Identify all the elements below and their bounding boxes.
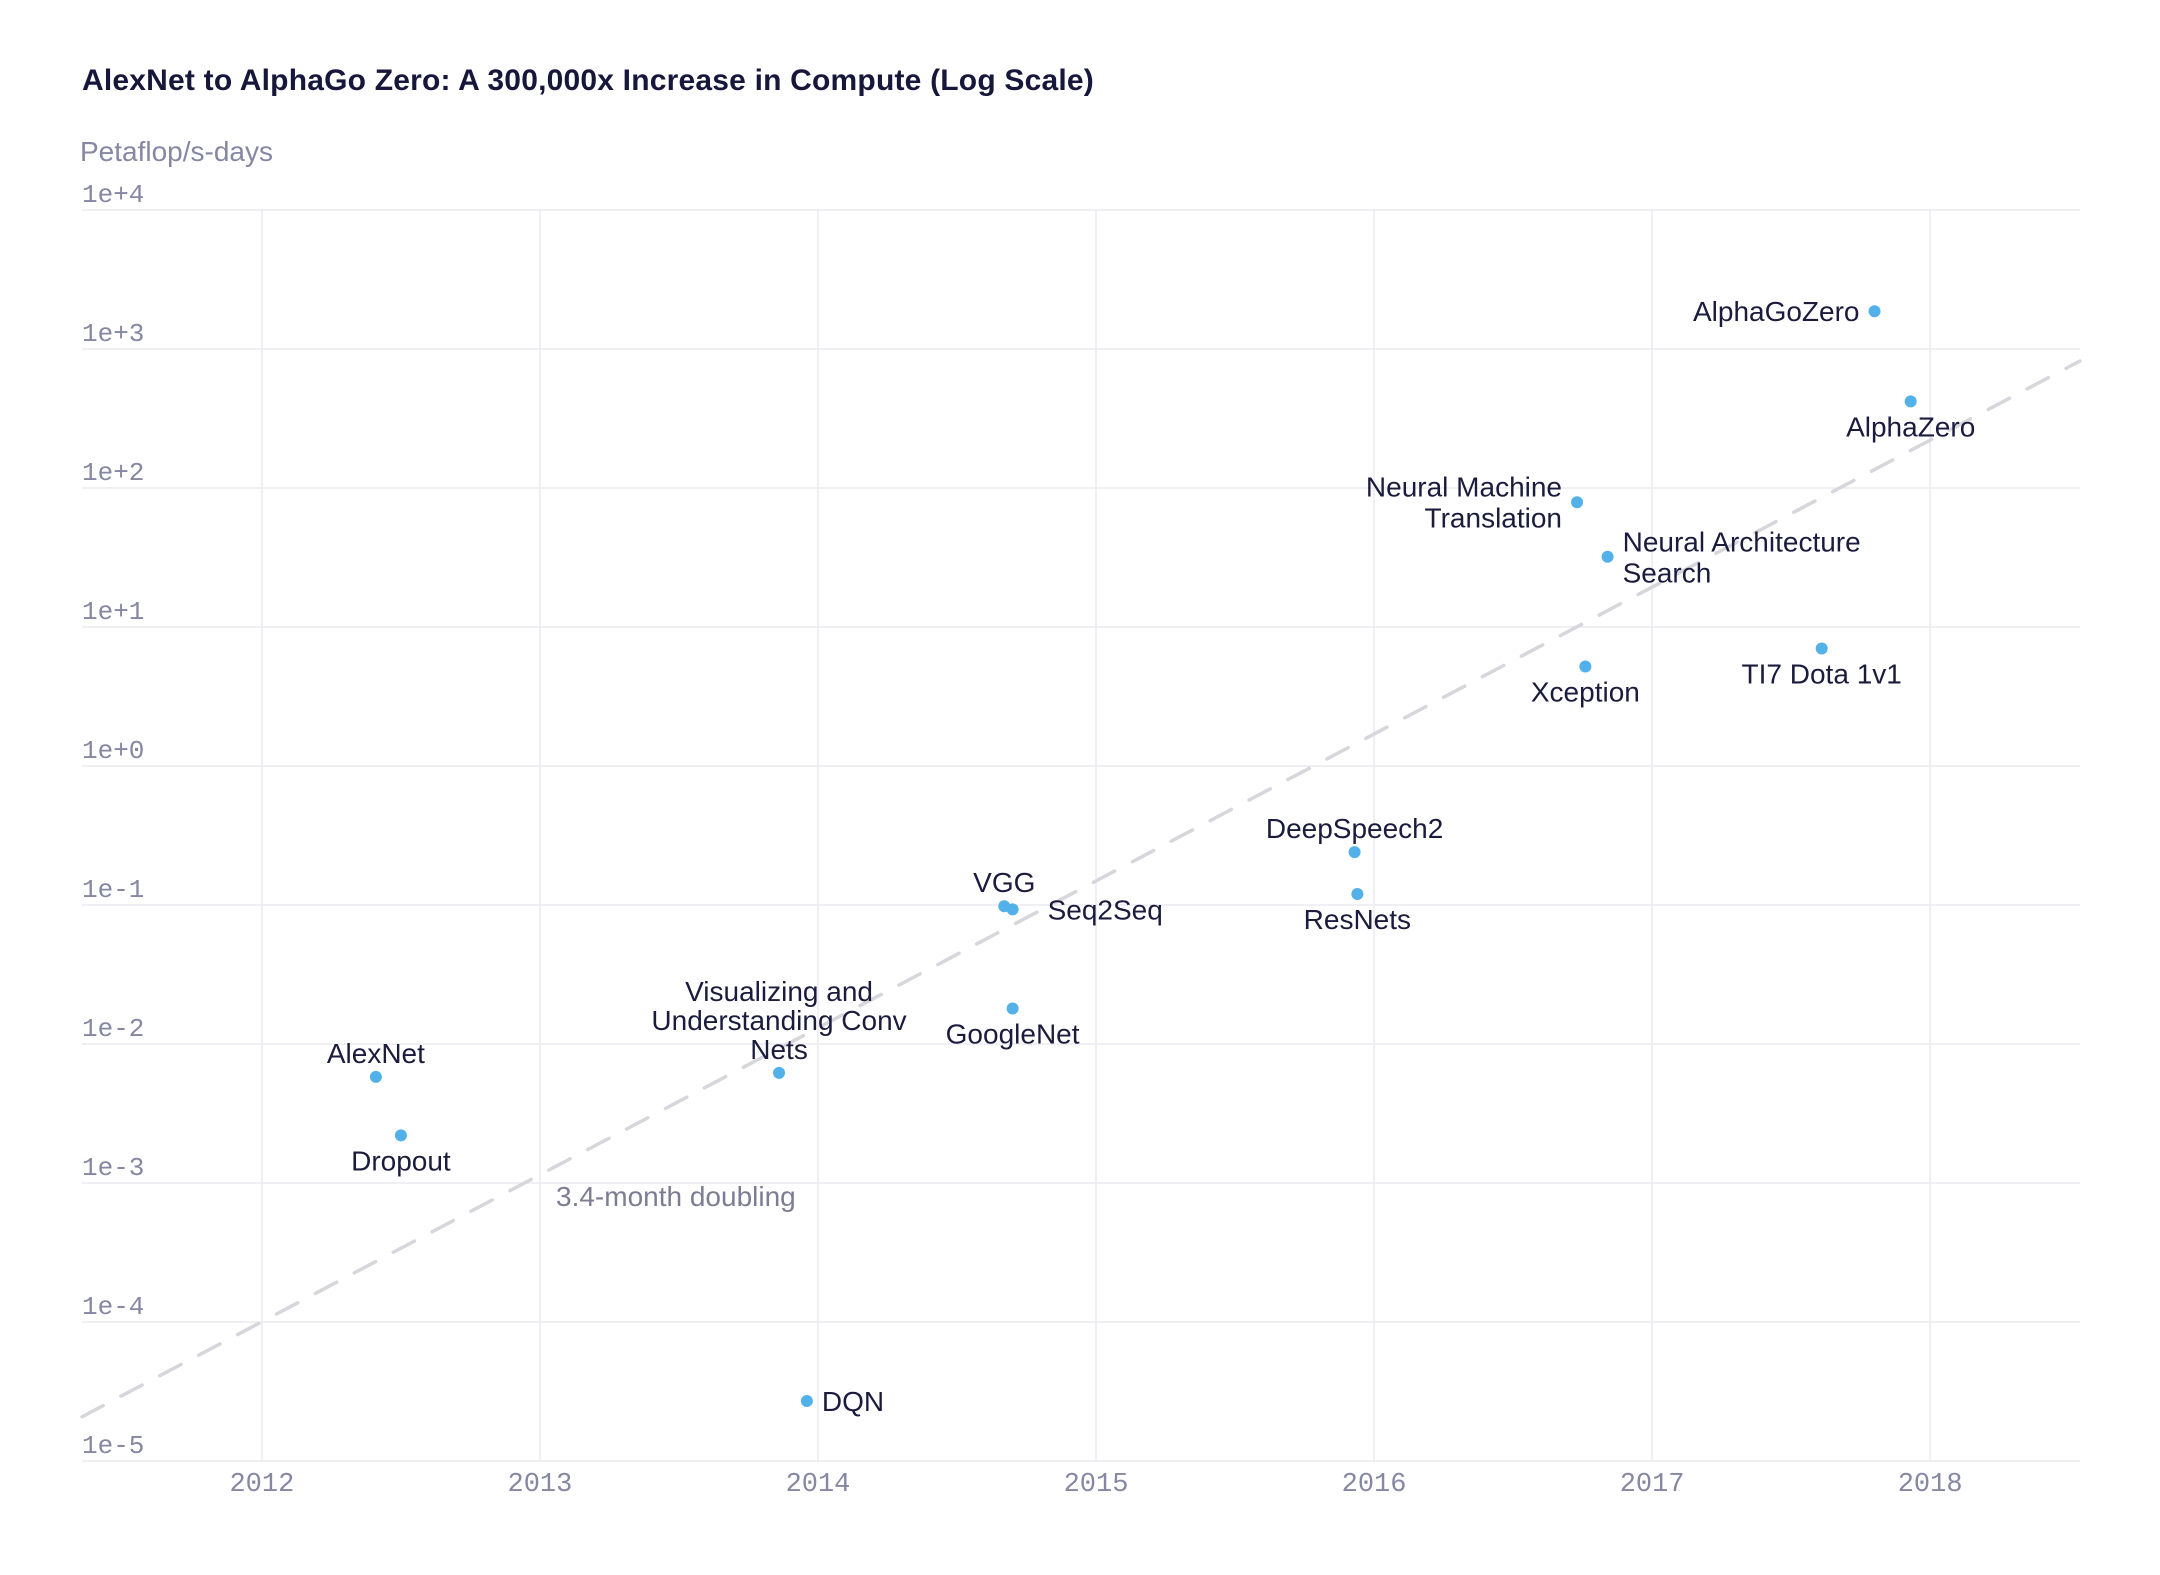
- point-label-neural-architecture-search: Neural Architecture Search: [1623, 526, 1861, 588]
- data-point-seq2seq: [1006, 903, 1019, 916]
- point-label-googlenet: GoogleNet: [946, 1019, 1080, 1050]
- y-tick-label-1e-5: 1e-5: [82, 1431, 144, 1461]
- chart-title: AlexNet to AlphaGo Zero: A 300,000x Incr…: [82, 64, 1094, 97]
- y-tick-label-1e-1: 1e+1: [82, 597, 144, 627]
- trend-line: [80, 359, 2082, 1419]
- point-label-deepspeech2: DeepSpeech2: [1266, 813, 1443, 844]
- y-tick-label-1e-0: 1e+0: [82, 736, 144, 766]
- data-point-neural-machine-translation: [1571, 496, 1584, 509]
- point-label-seq2seq: Seq2Seq: [1048, 894, 1163, 925]
- point-label-ti7-dota-1v1: TI7 Dota 1v1: [1742, 659, 1902, 690]
- x-tick-label-2015: 2015: [1064, 1470, 1129, 1500]
- data-point-alphazero: [1904, 395, 1917, 408]
- data-point-xception: [1579, 660, 1592, 673]
- y-tick-label-1e-3: 1e-3: [82, 1153, 144, 1183]
- point-label-visualizing-and-understanding-conv-nets: Visualizing and Understanding Conv Nets: [651, 976, 906, 1065]
- point-label-dqn: DQN: [822, 1386, 884, 1417]
- y-tick-label-1e-4: 1e+4: [82, 180, 144, 210]
- point-label-xception: Xception: [1531, 676, 1640, 707]
- data-point-dropout: [394, 1129, 407, 1142]
- data-point-alexnet: [369, 1070, 382, 1083]
- x-tick-label-2014: 2014: [786, 1470, 851, 1500]
- data-point-alphagozero: [1868, 305, 1881, 318]
- data-point-dqn: [800, 1395, 813, 1408]
- y-tick-label-1e-3: 1e+3: [82, 319, 144, 349]
- x-tick-label-2017: 2017: [1620, 1470, 1685, 1500]
- point-label-resnets: ResNets: [1304, 904, 1411, 935]
- point-label-dropout: Dropout: [351, 1145, 451, 1176]
- trend-line-label: 3.4-month doubling: [556, 1181, 796, 1212]
- point-label-alphazero: AlphaZero: [1846, 411, 1975, 442]
- point-label-alphagozero: AlphaGoZero: [1693, 296, 1860, 327]
- x-tick-label-2016: 2016: [1342, 1470, 1407, 1500]
- y-tick-label-1e-1: 1e-1: [82, 875, 144, 905]
- data-point-neural-architecture-search: [1601, 550, 1614, 563]
- x-tick-label-2012: 2012: [229, 1470, 294, 1500]
- x-tick-label-2018: 2018: [1898, 1470, 1963, 1500]
- y-tick-label-1e-4: 1e-4: [82, 1292, 144, 1322]
- y-axis-unit-label: Petaflop/s-days: [80, 136, 273, 167]
- y-tick-label-1e-2: 1e-2: [82, 1014, 144, 1044]
- data-point-deepspeech2: [1348, 846, 1361, 859]
- y-tick-label-1e-2: 1e+2: [82, 458, 144, 488]
- point-label-alexnet: AlexNet: [327, 1038, 425, 1069]
- data-point-googlenet: [1006, 1002, 1019, 1015]
- data-point-resnets: [1351, 887, 1364, 900]
- point-label-neural-machine-translation: Neural Machine Translation: [1366, 472, 1562, 534]
- point-label-vgg: VGG: [973, 867, 1035, 898]
- data-point-visualizing-and-understanding-conv-nets: [773, 1066, 786, 1079]
- data-point-ti7-dota-1v1: [1815, 642, 1828, 655]
- x-tick-label-2013: 2013: [508, 1470, 573, 1500]
